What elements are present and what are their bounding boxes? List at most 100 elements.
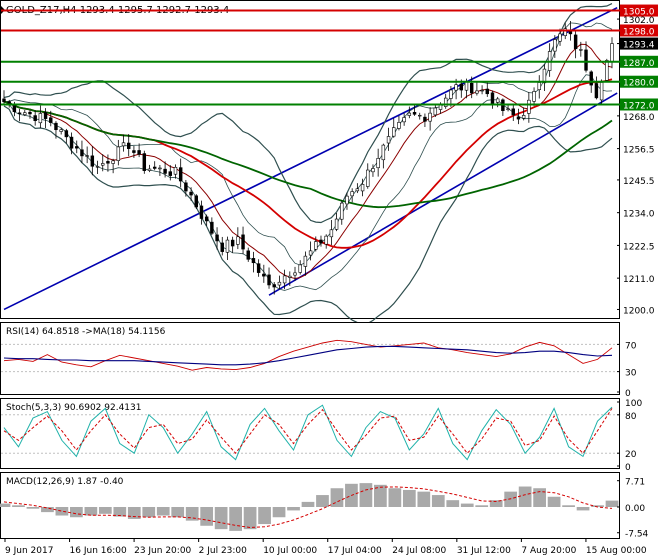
candle-body bbox=[267, 274, 271, 286]
candle-body bbox=[423, 116, 427, 122]
time-axis-label: 23 Jun 20:00 bbox=[134, 546, 191, 556]
candle-body bbox=[282, 275, 287, 284]
stoch-plot: 100 80 20 0 bbox=[1, 399, 642, 473]
level-tag-1305.0 bbox=[620, 4, 658, 17]
candle-body bbox=[184, 182, 188, 192]
channel-lower-line bbox=[268, 92, 618, 296]
macd-histogram-bar bbox=[504, 491, 518, 507]
candle-body bbox=[173, 166, 178, 175]
price-axis-label: 1234.0 bbox=[623, 210, 655, 220]
rsi-label: RSI(14) 64.8518 ->MA(18) 54.1156 bbox=[6, 327, 166, 337]
candle-body bbox=[241, 234, 245, 250]
candle-body bbox=[308, 250, 313, 256]
time-axis-label: 9 Jun 2017 bbox=[5, 546, 53, 556]
candle-body bbox=[381, 144, 386, 161]
inner-band-upper bbox=[3, 22, 613, 266]
candle-body bbox=[303, 255, 308, 267]
candle-body bbox=[178, 167, 183, 182]
macd-histogram-bar bbox=[388, 488, 402, 507]
candle-body bbox=[443, 97, 448, 107]
stoch-label: Stoch(5,3,3) 90.6902 92.4131 bbox=[6, 403, 141, 413]
candle-body bbox=[38, 113, 43, 124]
candle-body bbox=[75, 146, 79, 149]
price-panel: GOLD_Z17,H4 1293.4 1295.7 1292.7 1293.4 … bbox=[0, 0, 658, 325]
candle-body bbox=[324, 235, 328, 245]
candle-body bbox=[366, 169, 370, 187]
time-axis-label: 31 Jul 12:00 bbox=[457, 546, 511, 556]
candle-body bbox=[137, 150, 141, 155]
inner-band-lower bbox=[3, 74, 613, 291]
candle-body bbox=[152, 166, 157, 169]
macd-histogram-bar bbox=[113, 507, 127, 517]
candle-body bbox=[360, 184, 365, 192]
axis-label: 100 bbox=[625, 399, 642, 409]
macd-histogram-bar bbox=[185, 507, 199, 521]
candle-body bbox=[101, 163, 105, 166]
ma-fast-line bbox=[3, 43, 613, 280]
time-axis-label: 10 Jul 00:00 bbox=[263, 546, 317, 556]
candle-body bbox=[397, 122, 401, 129]
candle-body bbox=[319, 239, 323, 244]
candle-body bbox=[537, 82, 541, 91]
candle-body bbox=[230, 239, 235, 247]
candle-body bbox=[54, 122, 58, 131]
price-axis-label: 1268.0 bbox=[623, 113, 655, 123]
macd-axis-label: 7.71 bbox=[625, 478, 645, 488]
candle-body bbox=[262, 273, 266, 277]
candle-body bbox=[225, 239, 230, 253]
level-label-1272.0: 1272.0 bbox=[623, 101, 655, 111]
candle-body bbox=[469, 82, 474, 94]
candle-body bbox=[490, 92, 495, 104]
candle-body bbox=[272, 284, 276, 288]
rsi-panel-frame bbox=[0, 322, 620, 395]
candle-body bbox=[28, 111, 32, 115]
candle-body bbox=[43, 112, 48, 119]
candle-body bbox=[142, 153, 147, 171]
macd-histogram-bar bbox=[55, 507, 69, 516]
macd-histogram-bar bbox=[214, 507, 228, 530]
macd-axis-label: 0.00 bbox=[625, 504, 645, 514]
candle-body bbox=[17, 112, 22, 114]
macd-histogram-bar bbox=[70, 507, 83, 518]
candle-body bbox=[168, 171, 173, 176]
candle-body bbox=[563, 28, 567, 36]
macd-histogram-bar bbox=[12, 505, 25, 507]
macd-histogram-bar bbox=[127, 507, 141, 519]
-d-line bbox=[3, 408, 613, 454]
candle-body bbox=[329, 229, 334, 238]
level-tag-1287.0 bbox=[620, 55, 658, 68]
level-label-1287.0: 1287.0 bbox=[623, 59, 655, 69]
candle-body bbox=[480, 89, 484, 92]
candle-body bbox=[90, 155, 95, 167]
ma-long-line bbox=[3, 100, 613, 209]
candle-body bbox=[464, 81, 469, 91]
candle-body bbox=[210, 221, 214, 234]
axis-label: 80 bbox=[625, 412, 637, 422]
macd-histogram-bar bbox=[518, 486, 532, 507]
candle-body bbox=[340, 202, 344, 220]
macd-histogram-bar bbox=[374, 484, 387, 507]
macd-histogram-bar bbox=[171, 507, 185, 518]
macd-histogram-bar bbox=[330, 488, 344, 507]
candle-body bbox=[23, 112, 27, 115]
current-price-tag bbox=[620, 37, 658, 50]
level-label-1305.0: 1305.0 bbox=[623, 8, 655, 18]
macd-histogram-bar bbox=[98, 507, 112, 514]
candle-body bbox=[189, 191, 193, 196]
macd-histogram-bar bbox=[562, 505, 575, 507]
candle-body bbox=[345, 195, 349, 205]
candle-body bbox=[449, 89, 453, 99]
candle-body bbox=[584, 49, 588, 71]
candle-body bbox=[298, 264, 302, 273]
candle-body bbox=[106, 161, 110, 164]
macd-histogram-bar bbox=[417, 491, 431, 507]
candle-body bbox=[350, 191, 354, 197]
rsi-panel: RSI(14) 64.8518 ->MA(18) 54.1156 70 30 0 bbox=[0, 322, 637, 399]
candle-body bbox=[220, 242, 224, 252]
macd-histogram-bar bbox=[489, 500, 503, 507]
candle-body bbox=[163, 168, 167, 174]
candle-body bbox=[256, 263, 261, 273]
time-axis-label: 2 Jul 23:00 bbox=[199, 546, 248, 556]
axis-label: 20 bbox=[625, 450, 637, 460]
